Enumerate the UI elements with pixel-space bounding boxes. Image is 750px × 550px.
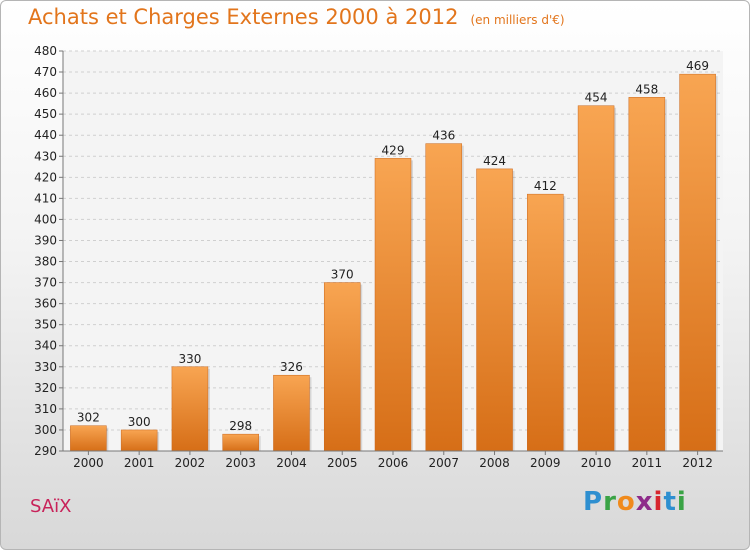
data-label-2006: 429 [382, 143, 405, 157]
bar-2012[interactable] [679, 73, 716, 452]
chart-unit: (en milliers d'€) [470, 13, 565, 27]
y-tick-label: 430 [34, 149, 57, 163]
y-tick-label: 340 [34, 339, 57, 353]
y-tick-label: 480 [34, 44, 57, 58]
bar-2004[interactable] [273, 374, 310, 452]
data-label-2002: 330 [178, 352, 201, 366]
data-label-2000: 302 [77, 411, 100, 425]
y-tick-label: 370 [34, 276, 57, 290]
data-label-2011: 458 [635, 82, 658, 96]
y-tick-label: 320 [34, 381, 57, 395]
data-label-2009: 412 [534, 179, 557, 193]
x-tick-label-2002: 2002 [175, 456, 206, 470]
data-label-2005: 370 [331, 268, 354, 282]
y-axis: 290 300 310 320 330 340 350 360 370 380 390 400 410 4… [34, 44, 64, 458]
data-label-2001: 300 [128, 415, 151, 429]
bars: 302 300 330 298 326 370 429 436 424 412 454 458 469 [70, 59, 718, 452]
bar-2010[interactable] [577, 105, 615, 452]
bar-2002[interactable] [171, 366, 209, 452]
x-tick-label-2009: 2009 [530, 456, 561, 470]
x-tick-label-2006: 2006 [378, 456, 409, 470]
y-tick-label: 290 [34, 444, 57, 458]
bar-2009[interactable] [527, 193, 564, 452]
bar-2006[interactable] [374, 158, 412, 452]
x-tick-label-2000: 2000 [73, 456, 104, 470]
x-tick-label-2001: 2001 [124, 456, 155, 470]
data-label-2008: 424 [483, 154, 506, 168]
y-tick-label: 380 [34, 255, 57, 269]
x-tick-label-2003: 2003 [225, 456, 256, 470]
bar-2011[interactable] [628, 97, 666, 452]
y-tick-label: 330 [34, 360, 57, 374]
y-tick-label: 350 [34, 318, 57, 332]
data-label-2004: 326 [280, 360, 303, 374]
bar-2007[interactable] [425, 143, 463, 452]
proxiti-logo[interactable]: Proxiti [583, 487, 687, 517]
y-tick-label: 300 [34, 423, 57, 437]
bar-2008[interactable] [476, 168, 513, 452]
y-tick-label: 440 [34, 128, 57, 142]
chart-title-block: Achats et Charges Externes 2000 à 2012 (e… [28, 5, 565, 29]
y-tick-label: 360 [34, 297, 57, 311]
y-tick-label: 460 [34, 86, 57, 100]
x-tick-label-2011: 2011 [632, 456, 663, 470]
y-tick-label: 420 [34, 170, 57, 184]
data-label-2007: 436 [432, 129, 455, 143]
y-tick-label: 410 [34, 191, 57, 205]
bar-2000[interactable] [70, 425, 107, 452]
data-label-2012: 469 [686, 59, 709, 73]
x-tick-label-2008: 2008 [479, 456, 510, 470]
x-tick-label-2005: 2005 [327, 456, 358, 470]
y-tick-label: 310 [34, 402, 57, 416]
y-tick-label: 400 [34, 212, 57, 226]
x-tick-label-2010: 2010 [581, 456, 612, 470]
y-tick-label: 470 [34, 65, 57, 79]
y-tick-label: 450 [34, 107, 57, 121]
x-tick-label-2012: 2012 [682, 456, 713, 470]
bar-2005[interactable] [323, 282, 361, 452]
data-label-2010: 454 [585, 91, 608, 105]
bar-2003[interactable] [222, 433, 259, 452]
town-name: SAïX [30, 496, 72, 517]
y-tick-label: 390 [34, 233, 57, 247]
x-tick-label-2004: 2004 [276, 456, 307, 470]
chart-title: Achats et Charges Externes 2000 à 2012 [28, 5, 459, 29]
x-tick-label-2007: 2007 [428, 456, 459, 470]
x-axis: 2000 2001 2002 2003 2004 2005 2006 2007 2008 2009… [63, 450, 723, 470]
bar-2001[interactable] [120, 429, 158, 452]
data-label-2003: 298 [229, 419, 252, 433]
